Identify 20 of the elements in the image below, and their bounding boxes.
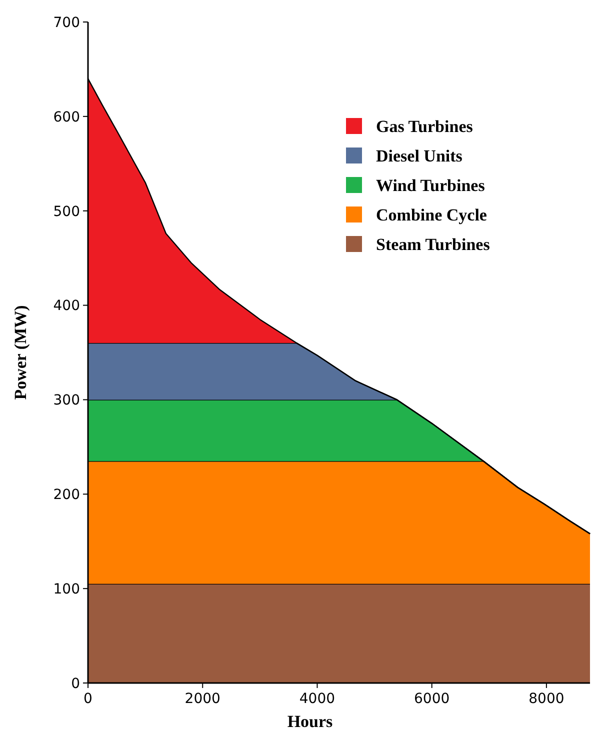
- legend-label: Wind Turbines: [376, 176, 486, 195]
- y-tick-label: 300: [53, 392, 80, 409]
- y-tick-label: 100: [53, 581, 80, 598]
- x-tick-label: 6000: [414, 691, 450, 707]
- y-tick-label: 500: [53, 204, 80, 220]
- y-axis-title: Power (MW): [11, 305, 30, 400]
- y-tick-label: 600: [53, 109, 80, 126]
- x-tick-label: 8000: [528, 691, 564, 707]
- legend-label: Combine Cycle: [376, 205, 488, 224]
- x-axis-title: Hours: [287, 712, 334, 731]
- y-tick-label: 0: [71, 676, 80, 692]
- y-tick-label: 700: [53, 14, 80, 31]
- legend-label: Steam Turbines: [376, 234, 490, 254]
- x-tick-label: 2000: [184, 691, 220, 707]
- legend-label: Gas Turbines: [376, 116, 474, 136]
- legend-label: Diesel Units: [376, 146, 463, 166]
- y-tick-label: 400: [53, 298, 80, 314]
- x-tick-label: 0: [84, 691, 92, 707]
- x-tick-label: 4000: [299, 691, 336, 707]
- y-tick-label: 200: [53, 487, 80, 504]
